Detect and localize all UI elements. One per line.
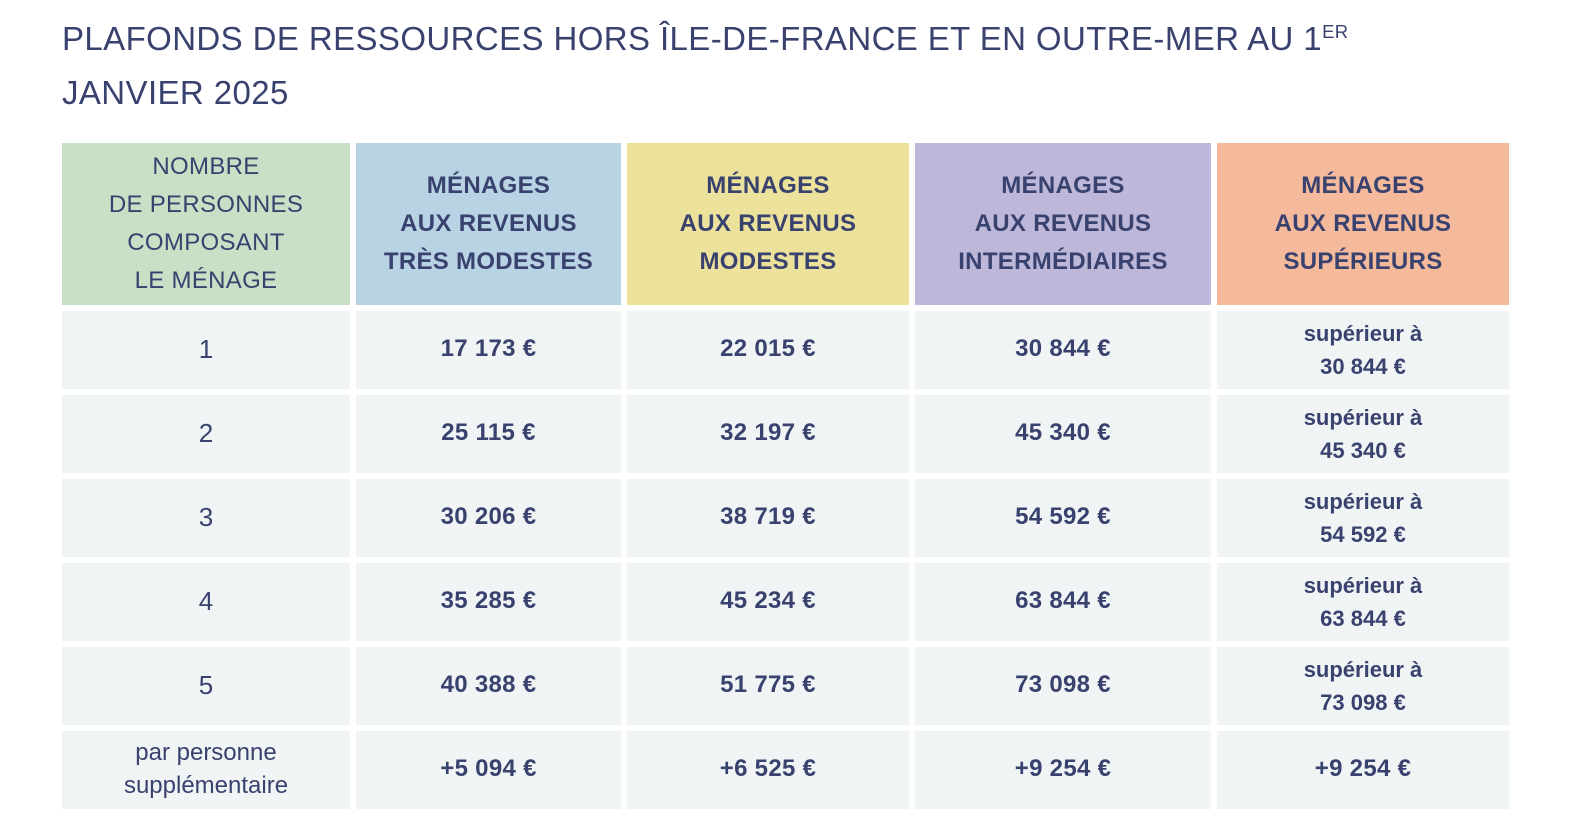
table-cell-persons: 4 (62, 562, 350, 641)
page-title: PLAFONDS DE RESSOURCES HORS ÎLE-DE-FRANC… (62, 12, 1526, 121)
table-cell-amount: 17 173 € (356, 310, 621, 389)
title-superscript: ER (1322, 21, 1349, 42)
table-cell-persons: 1 (62, 310, 350, 389)
table-cell-amount: 51 775 € (627, 646, 909, 725)
table-cell-amount: 54 592 € (915, 478, 1211, 557)
table-cell-amount: +9 254 € (915, 730, 1211, 809)
table-cell-amount: +9 254 € (1217, 730, 1509, 809)
column-header-higher-income: MÉNAGES AUX REVENUS SUPÉRIEURS (1217, 142, 1509, 305)
table-cell-amount: supérieur à 63 844 € (1217, 562, 1509, 641)
table-cell-amount: 35 285 € (356, 562, 621, 641)
table-cell-amount: supérieur à 54 592 € (1217, 478, 1509, 557)
title-line2: JANVIER 2025 (62, 74, 289, 112)
table-cell-amount: 22 015 € (627, 310, 909, 389)
table-cell-amount: +6 525 € (627, 730, 909, 809)
title-main: PLAFONDS DE RESSOURCES HORS ÎLE-DE-FRANC… (62, 20, 1323, 57)
table-cell-amount: 30 844 € (915, 310, 1211, 389)
table-cell-amount: 45 234 € (627, 562, 909, 641)
table-cell-amount: supérieur à 73 098 € (1217, 646, 1509, 725)
table-cell-amount: 38 719 € (627, 478, 909, 557)
column-header-household-size: NOMBRE DE PERSONNES COMPOSANT LE MÉNAGE (62, 142, 350, 305)
column-header-modest-income: MÉNAGES AUX REVENUS MODESTES (627, 142, 909, 305)
table-cell-amount: 73 098 € (915, 646, 1211, 725)
table-cell-amount: supérieur à 30 844 € (1217, 310, 1509, 389)
table-cell-persons: 5 (62, 646, 350, 725)
table-cell-persons: 2 (62, 394, 350, 473)
table-cell-persons: 3 (62, 478, 350, 557)
table-cell-amount: 30 206 € (356, 478, 621, 557)
resource-ceilings-table: NOMBRE DE PERSONNES COMPOSANT LE MÉNAGE … (62, 142, 1509, 809)
table-cell-amount: 45 340 € (915, 394, 1211, 473)
table-cell-amount: supérieur à 45 340 € (1217, 394, 1509, 473)
column-header-very-modest-income: MÉNAGES AUX REVENUS TRÈS MODESTES (356, 142, 621, 305)
table-cell-amount: 63 844 € (915, 562, 1211, 641)
table-cell-amount: +5 094 € (356, 730, 621, 809)
column-header-intermediate-income: MÉNAGES AUX REVENUS INTERMÉDIAIRES (915, 142, 1211, 305)
table-cell-amount: 25 115 € (356, 394, 621, 473)
table-cell-extra-person-label: par personne supplémentaire (62, 730, 350, 809)
page: PLAFONDS DE RESSOURCES HORS ÎLE-DE-FRANC… (62, 12, 1526, 809)
table-cell-amount: 32 197 € (627, 394, 909, 473)
table-cell-amount: 40 388 € (356, 646, 621, 725)
